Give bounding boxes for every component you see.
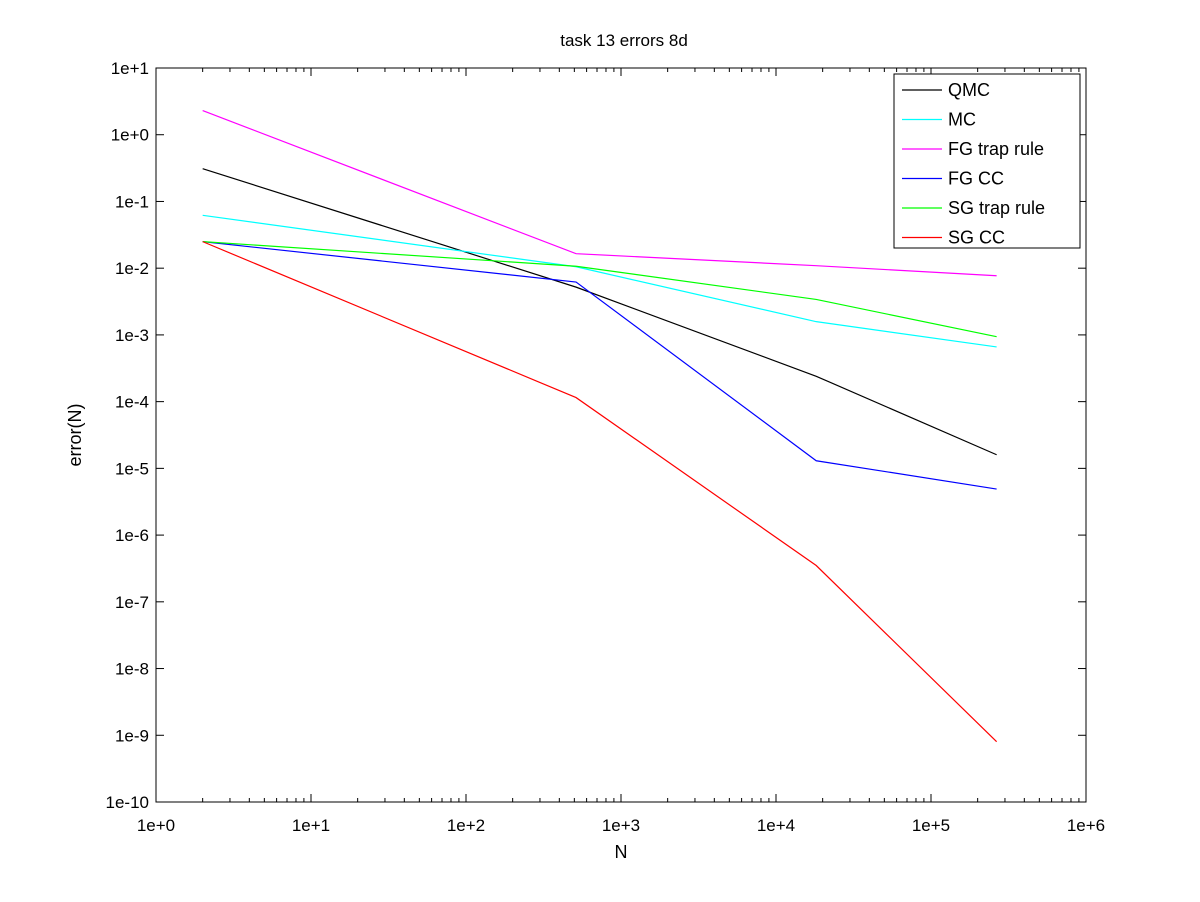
legend-box — [893, 73, 1081, 249]
legend: QMC MC FG trap rule FG CC SG trap rule SG CC — [893, 73, 1081, 249]
legend-label-mc: MC — [948, 110, 976, 130]
x-axis-tick-labels: 1e+0 1e+1 1e+2 1e+3 1e+4 1e+5 1e+6 — [137, 816, 1105, 835]
series-line-qmc — [202, 168, 997, 456]
series-line-fg-trap-rule — [202, 110, 997, 277]
y-axis-label: error(N) — [65, 404, 85, 467]
y-tick-label: 1e-6 — [115, 526, 149, 545]
y-tick-label: 1e-10 — [106, 793, 149, 812]
legend-label-fg-cc: FG CC — [948, 169, 1004, 189]
y-tick-label: 1e+1 — [111, 59, 149, 78]
x-tick-label: 1e+6 — [1067, 816, 1105, 835]
x-tick-label: 1e+4 — [757, 816, 795, 835]
y-tick-label: 1e-4 — [115, 393, 149, 412]
series-line-sg-cc — [202, 241, 998, 743]
series-line-sg-trap-rule — [202, 241, 997, 338]
axis-ticks — [155, 67, 1087, 803]
legend-label-sg-cc: SG CC — [948, 228, 1005, 248]
series-line-mc — [202, 214, 997, 348]
y-tick-label: 1e-9 — [115, 726, 149, 745]
chart-title: task 13 errors 8d — [560, 31, 688, 50]
y-tick-label: 1e-1 — [115, 192, 149, 211]
y-tick-label: 1e+0 — [111, 126, 149, 145]
series-line-fg-cc — [202, 241, 997, 490]
y-tick-label: 1e-7 — [115, 593, 149, 612]
y-tick-label: 1e-3 — [115, 326, 149, 345]
x-tick-label: 1e+2 — [447, 816, 485, 835]
x-tick-label: 1e+5 — [912, 816, 950, 835]
legend-label-sg-trap-rule: SG trap rule — [948, 198, 1045, 218]
y-axis-tick-labels: 1e-10 1e-9 1e-8 1e-7 1e-6 1e-5 1e-4 1e-3 1e-2 1e-… — [106, 59, 149, 812]
x-tick-label: 1e+3 — [602, 816, 640, 835]
x-axis-label: N — [615, 842, 628, 862]
y-tick-label: 1e-5 — [115, 459, 149, 478]
y-tick-label: 1e-2 — [115, 259, 149, 278]
legend-label-qmc: QMC — [948, 80, 990, 100]
series-lines — [202, 110, 998, 743]
legend-label-fg-trap-rule: FG trap rule — [948, 139, 1044, 159]
x-tick-label: 1e+1 — [292, 816, 330, 835]
y-tick-label: 1e-8 — [115, 660, 149, 679]
x-tick-label: 1e+0 — [137, 816, 175, 835]
